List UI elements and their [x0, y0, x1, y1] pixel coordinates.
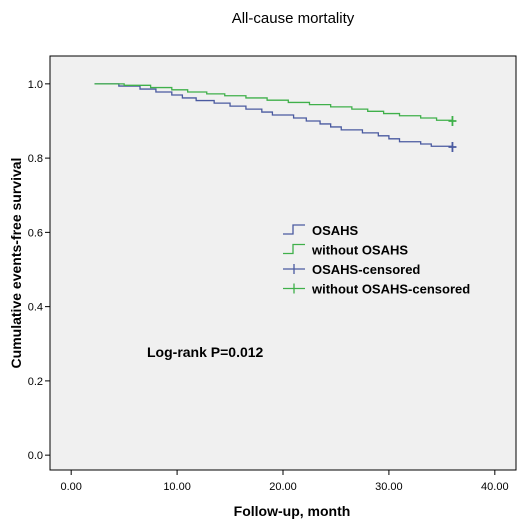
- survival-curves: [94, 83, 457, 152]
- x-tick-label: 30.00: [375, 481, 403, 493]
- log-rank-annotation: Log-rank P=0.012: [147, 344, 264, 360]
- legend-swatch-step: [283, 224, 305, 235]
- x-tick-label: 0.00: [60, 481, 81, 493]
- censor-mark: [448, 115, 457, 126]
- x-axis-label: Follow-up, month: [234, 503, 351, 519]
- y-axis-ticks: 0.0 0.2 0.4 0.6 0.8 1.0: [28, 79, 50, 462]
- legend-label: OSAHS-censored: [312, 262, 420, 277]
- y-tick-label: 0.0: [28, 450, 43, 462]
- x-tick-label: 40.00: [481, 481, 509, 493]
- legend-swatch-censor: [283, 283, 305, 294]
- y-tick-label: 0.8: [28, 153, 43, 165]
- censor-mark: [448, 141, 457, 152]
- y-tick-label: 1.0: [28, 79, 43, 91]
- legend-swatch-censor: [283, 264, 305, 274]
- legend-label: without OSAHS: [311, 243, 408, 258]
- y-tick-label: 0.6: [28, 227, 43, 239]
- legend-label: OSAHS: [312, 223, 359, 238]
- y-tick-label: 0.4: [28, 302, 43, 314]
- legend-label: without OSAHS-censored: [311, 282, 470, 297]
- x-axis-ticks: 0.00 10.00 20.00 30.00 40.00: [60, 470, 509, 493]
- x-tick-label: 20.00: [269, 481, 297, 493]
- survival-curve-osahs: [94, 83, 454, 147]
- survival-curve-without-osahs: [94, 83, 454, 121]
- plot-background: [49, 55, 517, 471]
- legend-swatch-step: [283, 243, 305, 255]
- x-tick-label: 10.00: [163, 481, 191, 493]
- y-tick-label: 0.2: [28, 376, 43, 388]
- legend: OSAHS without OSAHS OSAHS-censored without …: [283, 223, 470, 297]
- y-axis-label: Cumulative events-free survival: [8, 158, 24, 369]
- chart-title: All-cause mortality: [232, 10, 355, 27]
